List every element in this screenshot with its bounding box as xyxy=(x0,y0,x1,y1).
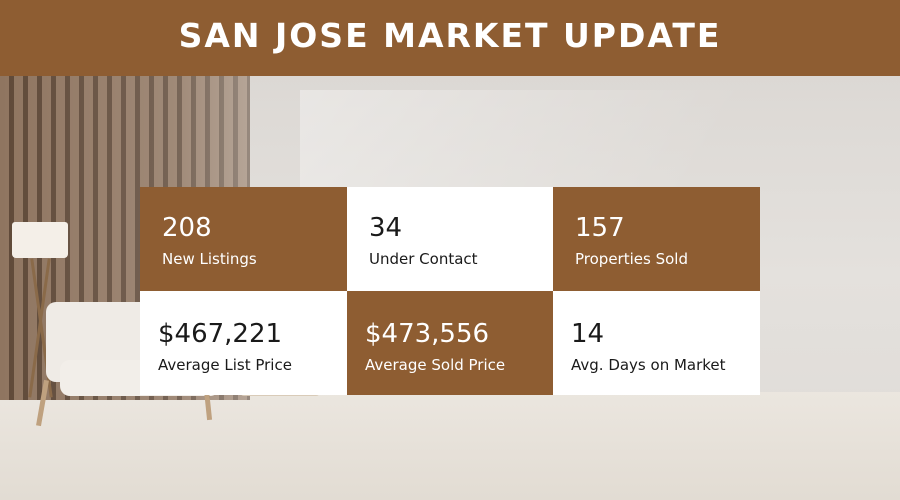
stat-label: New Listings xyxy=(162,250,257,268)
header-banner: SAN JOSE MARKET UPDATE xyxy=(0,0,900,76)
stat-value: 208 xyxy=(162,213,212,243)
stat-tile-under-contact: 34 Under Contact xyxy=(347,187,553,291)
background-floor xyxy=(0,392,900,500)
stat-label: Avg. Days on Market xyxy=(571,356,726,374)
stat-label: Average Sold Price xyxy=(365,356,506,374)
stat-value: 14 xyxy=(571,319,605,349)
stats-grid: 208 New Listings 34 Under Contact 157 Pr… xyxy=(140,187,760,395)
stat-tile-average-sold-price: $473,556 Average Sold Price xyxy=(347,291,553,395)
stat-tile-properties-sold: 157 Properties Sold xyxy=(553,187,760,291)
stat-tile-avg-days-on-market: 14 Avg. Days on Market xyxy=(553,291,760,395)
floor-lamp-shade xyxy=(12,222,68,258)
stat-label: Properties Sold xyxy=(575,250,688,268)
stat-tile-new-listings: 208 New Listings xyxy=(140,187,347,291)
stat-label: Average List Price xyxy=(158,356,292,374)
stat-value: $467,221 xyxy=(158,319,283,349)
page-title: SAN JOSE MARKET UPDATE xyxy=(178,15,722,55)
stat-value: 157 xyxy=(575,213,625,243)
stat-value: 34 xyxy=(369,213,403,243)
stat-value: $473,556 xyxy=(365,319,490,349)
stat-label: Under Contact xyxy=(369,250,478,268)
stat-tile-average-list-price: $467,221 Average List Price xyxy=(140,291,347,395)
